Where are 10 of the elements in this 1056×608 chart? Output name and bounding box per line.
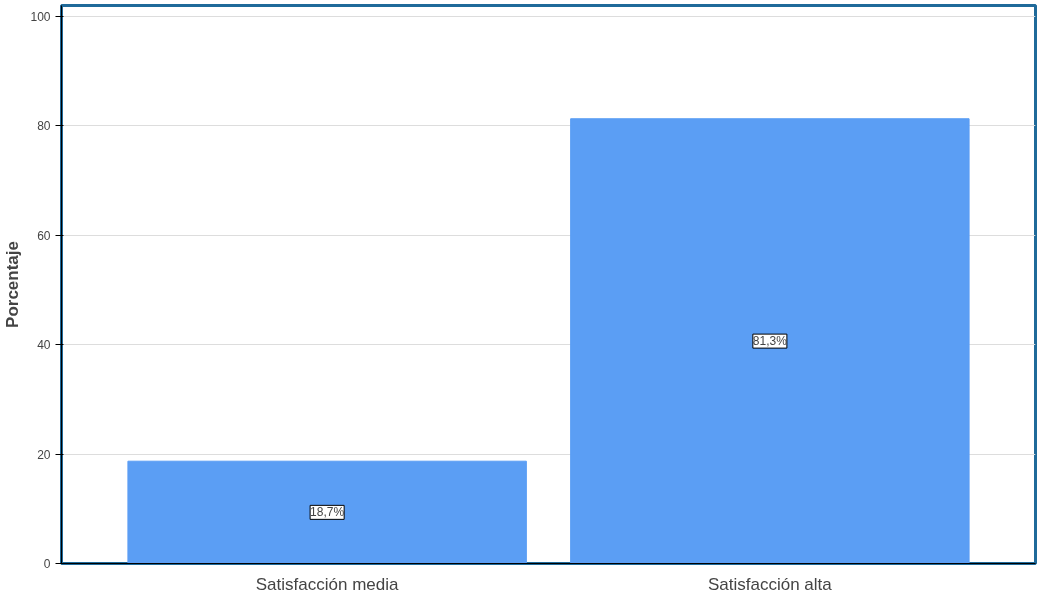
x-tick-label: Satisfacción alta [707, 574, 833, 594]
y-tick-label: 80 [37, 119, 51, 134]
data-label: 18,7% [310, 505, 345, 520]
y-axis-title: Porcentaje [3, 241, 23, 328]
y-tick-label: 40 [37, 338, 51, 353]
y-tick-label: 60 [37, 228, 51, 243]
y-tick-label: 100 [30, 9, 51, 24]
y-tick-label: 20 [37, 447, 51, 462]
y-tick-label: 0 [43, 557, 51, 571]
x-tick-label: Satisfacción media [255, 574, 400, 594]
